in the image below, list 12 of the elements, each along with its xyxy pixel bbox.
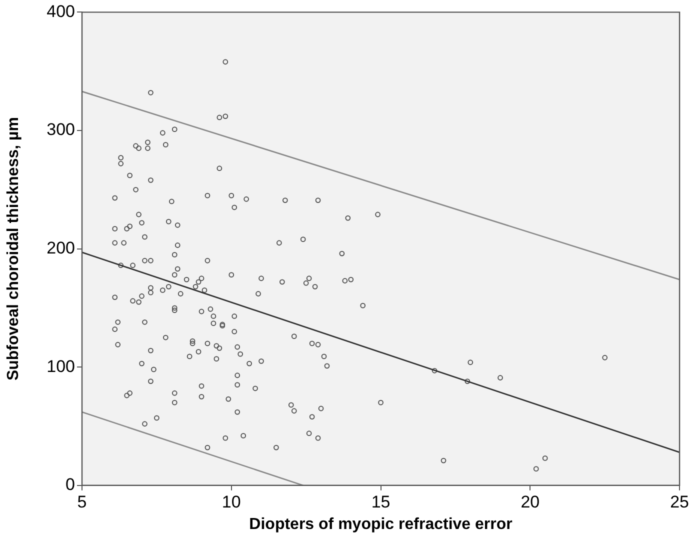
x-tick-label: 15 (371, 492, 390, 512)
y-tick-label: 200 (46, 238, 75, 258)
x-axis-title: Diopters of myopic refractive error (249, 516, 512, 533)
x-tick-label: 5 (77, 492, 87, 512)
y-axis-title: Subfoveal choroidal thickness, µm (5, 117, 22, 381)
y-tick-label: 300 (46, 120, 75, 140)
y-tick-label: 100 (46, 356, 75, 376)
x-tick-label: 20 (520, 492, 540, 512)
x-tick-label: 10 (222, 492, 241, 512)
y-tick-label: 0 (66, 475, 75, 494)
y-tick-label: 400 (46, 2, 75, 21)
x-tick-label: 25 (670, 492, 690, 512)
